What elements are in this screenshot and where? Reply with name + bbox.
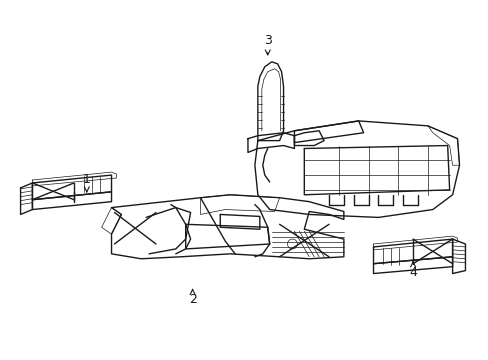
Text: 3: 3 <box>263 34 271 55</box>
Text: 4: 4 <box>408 262 416 279</box>
Text: 2: 2 <box>188 289 196 306</box>
Text: 1: 1 <box>82 173 91 192</box>
